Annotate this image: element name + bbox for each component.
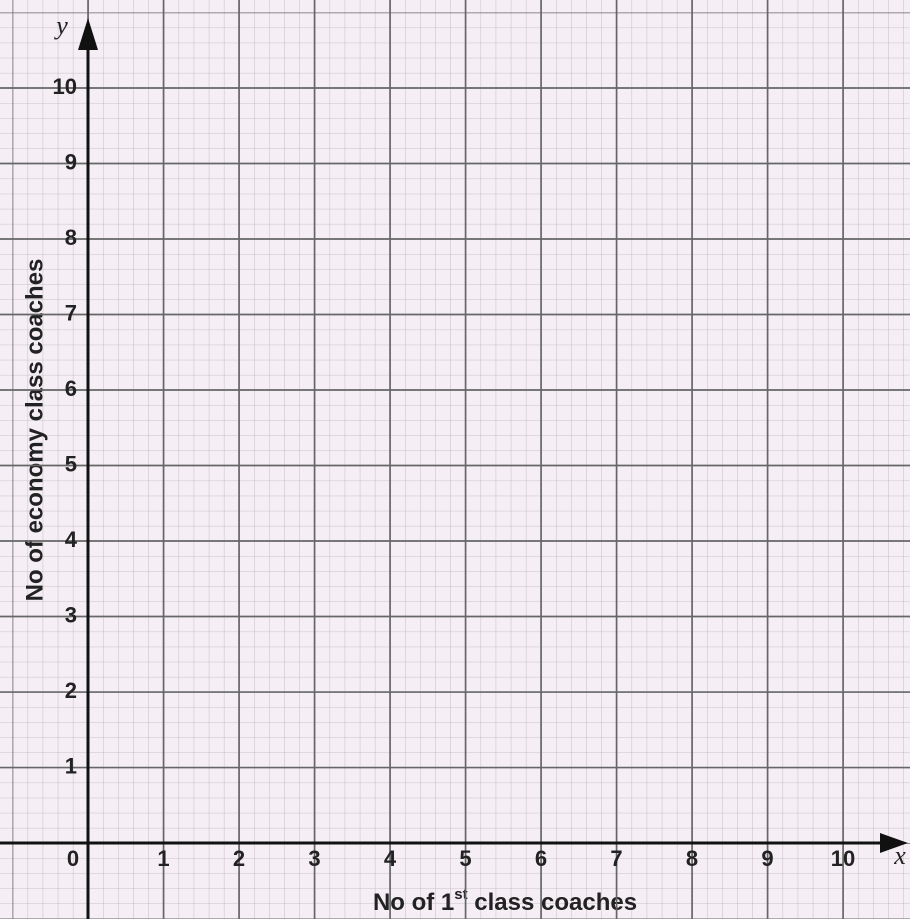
y-axis-label: No of economy class coaches <box>21 259 48 602</box>
x-tick-label: 7 <box>610 846 622 871</box>
x-tick-label: 3 <box>308 846 320 871</box>
y-arrow <box>78 18 98 50</box>
x-axis-label-part: class coaches <box>468 889 637 916</box>
x-axis-label-sup: st <box>454 886 467 903</box>
x-arrow <box>880 833 908 853</box>
x-tick-label: 6 <box>535 846 547 871</box>
y-tick-label: 8 <box>65 225 77 250</box>
x-tick-label: 2 <box>233 846 245 871</box>
y-tick-label: 3 <box>65 602 77 627</box>
x-axis-name: x <box>893 841 906 870</box>
x-tick-label: 5 <box>459 846 471 871</box>
x-tick-label: 0 <box>67 846 79 871</box>
y-tick-label: 1 <box>65 753 77 778</box>
x-tick-label: 1 <box>157 846 169 871</box>
x-tick-label: 4 <box>384 846 397 871</box>
y-tick-label: 9 <box>65 149 77 174</box>
y-axis-name: y <box>53 11 68 40</box>
y-tick-label: 6 <box>65 376 77 401</box>
y-tick-label: 5 <box>65 451 77 476</box>
y-tick-label: 10 <box>53 74 77 99</box>
x-tick-label: 10 <box>831 846 855 871</box>
y-tick-label: 7 <box>65 300 77 325</box>
x-tick-label: 9 <box>761 846 773 871</box>
y-tick-label: 4 <box>65 527 78 552</box>
x-tick-label: 8 <box>686 846 698 871</box>
x-axis-label-part: No of 1 <box>373 889 454 916</box>
x-axis-label: No of 1st class coaches <box>373 886 637 916</box>
y-tick-label: 2 <box>65 678 77 703</box>
